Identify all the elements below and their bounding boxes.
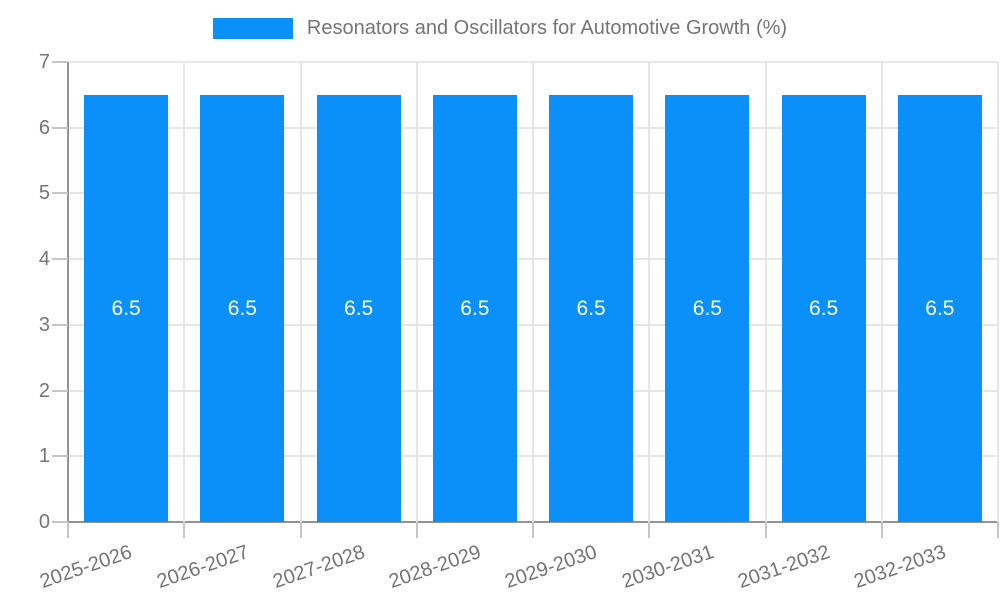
bar-value-label: 6.5 (925, 296, 955, 320)
y-axis-label: 6 (38, 116, 50, 139)
y-tick-mark (52, 258, 68, 261)
legend-swatch-icon (212, 18, 293, 39)
bar-cell: 6.5 (882, 62, 998, 522)
bar-value-label: 6.5 (576, 296, 606, 320)
bar-value-label: 6.5 (227, 296, 257, 320)
y-tick-mark (52, 323, 68, 326)
y-tick-mark (52, 61, 68, 63)
bar-2025-2026[interactable]: 6.5 (84, 94, 169, 522)
x-axis-label: 2029-2030 (502, 541, 601, 593)
x-tick-mark (67, 522, 69, 538)
y-axis-label: 7 (38, 51, 50, 73)
bar-cell: 6.5 (649, 62, 765, 522)
bar-value-label: 6.5 (111, 296, 141, 320)
bar-2027-2028[interactable]: 6.5 (316, 94, 401, 522)
y-axis-line (67, 62, 69, 522)
y-axis-label: 5 (38, 182, 50, 205)
gridline-vertical (648, 62, 651, 522)
bar-2030-2031[interactable]: 6.5 (665, 94, 750, 522)
bar-2031-2032[interactable]: 6.5 (781, 94, 866, 522)
bar-cell: 6.5 (68, 62, 184, 522)
bar-cell: 6.5 (766, 62, 882, 522)
x-axis-label: 2032-2033 (851, 541, 950, 593)
gridline-vertical (415, 62, 418, 522)
bar-value-label: 6.5 (460, 296, 490, 320)
plot-area: 6.5 6.5 6.5 6.5 6.5 6.5 6.5 6.5 (67, 61, 999, 523)
bar-series: 6.5 6.5 6.5 6.5 6.5 6.5 6.5 6.5 (68, 62, 998, 522)
x-tick-mark (532, 522, 534, 538)
bar-cell: 6.5 (533, 62, 649, 522)
gridline-vertical (532, 62, 534, 522)
legend-label: Resonators and Oscillators for Automotiv… (306, 17, 788, 39)
x-axis-label: 2027-2028 (270, 541, 368, 593)
y-tick-mark (52, 126, 68, 129)
bar-cell: 6.5 (301, 62, 417, 522)
bar-value-label: 6.5 (692, 296, 722, 320)
bar-cell: 6.5 (184, 62, 300, 522)
gridline-vertical (299, 62, 302, 522)
y-axis-label: 2 (38, 379, 50, 402)
gridline-vertical (997, 62, 999, 522)
bar-2032-2033[interactable]: 6.5 (897, 94, 982, 522)
y-tick-mark (52, 389, 68, 392)
y-axis-label: 3 (38, 313, 50, 336)
x-axis-label: 2025-2026 (37, 541, 136, 593)
x-axis-label: 2026-2027 (153, 541, 252, 593)
bar-value-label: 6.5 (809, 296, 839, 320)
x-tick-mark (299, 522, 302, 538)
bar-2028-2029[interactable]: 6.5 (432, 94, 517, 522)
x-tick-mark (880, 522, 883, 538)
x-axis-label: 2028-2029 (386, 541, 485, 593)
gridline-vertical (183, 62, 186, 522)
x-tick-mark (764, 522, 767, 538)
gridline-vertical (764, 62, 767, 522)
gridline-vertical (880, 62, 883, 522)
x-tick-mark (183, 522, 186, 538)
y-tick-mark (52, 192, 68, 195)
y-tick-mark (52, 521, 68, 523)
bar-2029-2030[interactable]: 6.5 (549, 94, 634, 522)
y-axis-label: 0 (38, 511, 50, 533)
chart-legend[interactable]: Resonators and Oscillators for Automotiv… (0, 17, 1000, 40)
bar-value-label: 6.5 (344, 296, 374, 320)
y-axis-label: 1 (38, 445, 50, 468)
bar-2026-2027[interactable]: 6.5 (200, 94, 285, 522)
y-axis-label: 4 (38, 248, 50, 271)
x-axis-label: 2030-2031 (618, 541, 717, 593)
bar-cell: 6.5 (417, 62, 533, 522)
x-tick-mark (997, 522, 999, 538)
x-axis-label: 2031-2032 (735, 541, 833, 593)
x-tick-mark (648, 522, 651, 538)
x-tick-mark (415, 522, 418, 538)
y-tick-mark (52, 455, 68, 458)
